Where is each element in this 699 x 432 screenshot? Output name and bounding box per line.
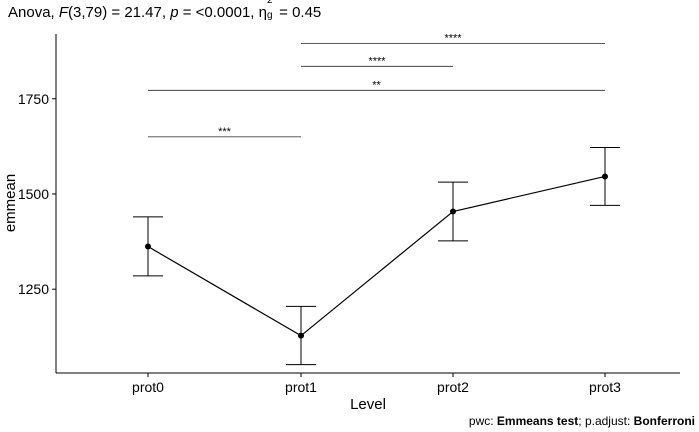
title-p-label: p xyxy=(170,4,179,21)
caption-method: Emmeans test xyxy=(496,414,579,428)
significance-label: **** xyxy=(444,33,462,45)
x-tick-label: prot0 xyxy=(132,379,164,395)
series-line xyxy=(147,175,606,337)
x-tick-label: prot3 xyxy=(589,379,621,395)
significance-brackets: ************* xyxy=(148,33,605,138)
y-axis-label: emmean xyxy=(2,174,19,232)
title-effect-sub: g xyxy=(266,10,273,21)
axes: Level emmean xyxy=(2,34,680,413)
significance-label: *** xyxy=(218,126,232,138)
caption-adjust: Bonferroni xyxy=(633,414,695,428)
data-marks xyxy=(133,147,620,366)
title-stat-args: (3,79) = 21.47, xyxy=(68,4,171,21)
x-tick-label: prot1 xyxy=(285,379,317,395)
title-effect-sup: 2 xyxy=(266,0,273,6)
ticks: 1250 1500 1750 prot0 prot1 prot2 prot3 xyxy=(18,91,621,395)
data-point xyxy=(145,243,151,250)
data-point xyxy=(298,332,304,339)
significance-label: ** xyxy=(372,79,381,91)
data-point xyxy=(602,173,608,180)
x-tick-label: prot2 xyxy=(437,379,469,395)
caption-prefix-2: ; p.adjust: xyxy=(578,414,634,428)
title-stat: F xyxy=(58,4,69,21)
caption-prefix: pwc: xyxy=(468,414,497,428)
caption: pwc: Emmeans test; p.adjust: Bonferroni xyxy=(469,414,695,428)
y-tick-label: 1750 xyxy=(18,91,49,107)
x-axis-label: Level xyxy=(350,396,386,413)
y-tick-label: 1500 xyxy=(18,186,49,202)
data-point xyxy=(450,208,456,215)
y-tick-label: 1250 xyxy=(18,281,49,297)
title-p-value: = <0.0001, xyxy=(178,4,259,21)
significance-label: **** xyxy=(368,55,386,67)
title-effect-value: = 0.45 xyxy=(274,4,322,21)
title-prefix: Anova, xyxy=(8,4,59,21)
title-effect-symbol: η xyxy=(258,4,267,21)
